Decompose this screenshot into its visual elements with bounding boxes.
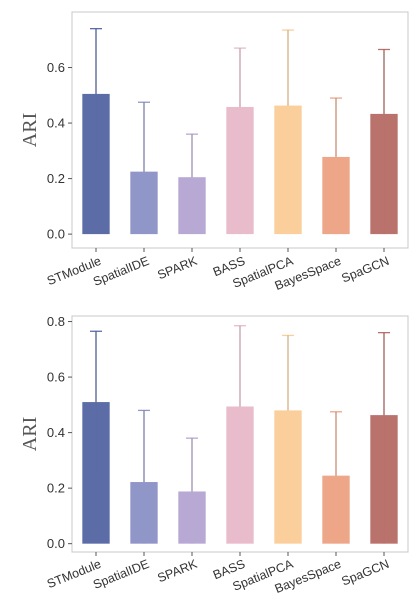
- y-tick-label: 0.4: [47, 116, 65, 131]
- x-tick-label-spagcn: SpaGCN: [339, 557, 391, 589]
- y-tick-label: 0.0: [47, 536, 65, 551]
- y-tick-label: 0.2: [47, 171, 65, 186]
- y-tick-label: 0.2: [47, 481, 65, 496]
- y-tick-label: 0.6: [47, 60, 65, 75]
- x-tick-label-spatialide: SpatialIDE: [91, 254, 151, 289]
- x-tick-label-spark: SPARK: [155, 254, 199, 283]
- y-axis-label: ARI: [19, 417, 41, 451]
- x-tick-label-spark: SPARK: [155, 557, 199, 586]
- y-tick-label: 0.0: [47, 227, 65, 242]
- y-tick-label: 0.4: [47, 425, 65, 440]
- x-tick-label-spatialide: SpatialIDE: [91, 557, 151, 592]
- y-axis-label: ARI: [19, 113, 41, 147]
- y-tick-label: 0.6: [47, 370, 65, 385]
- y-tick-label: 0.8: [47, 314, 65, 329]
- x-tick-label-spagcn: SpaGCN: [339, 254, 391, 286]
